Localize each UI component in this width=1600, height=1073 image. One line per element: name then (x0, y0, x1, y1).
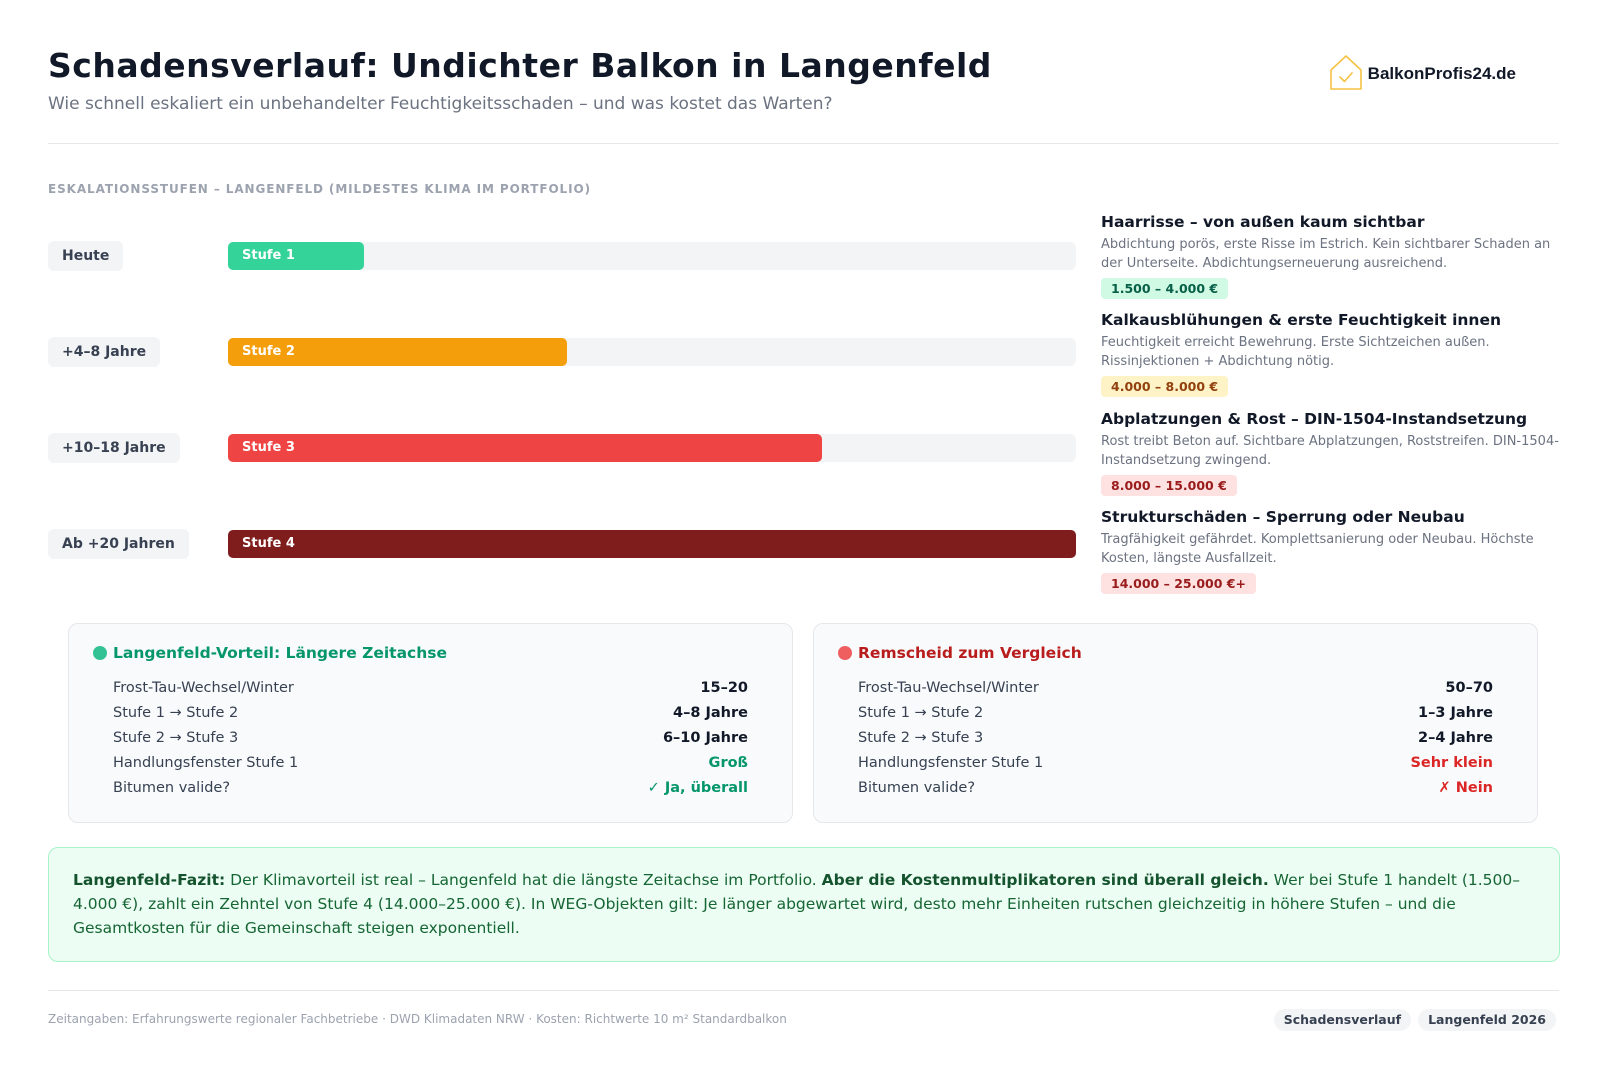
fazit-text: Der Klimavorteil ist real – Langenfeld h… (225, 871, 822, 889)
row-key: Stufe 2 → Stufe 3 (858, 730, 984, 746)
card-title: Langenfeld-Vorteil: Längere Zeitachse (93, 644, 447, 662)
row-value: 1–3 Jahre (1418, 705, 1493, 721)
row-key: Stufe 2 → Stufe 3 (113, 730, 239, 746)
stage-bar: Stufe 1 (228, 242, 364, 270)
row-value: 4–8 Jahre (673, 705, 748, 721)
row-key: Stufe 1 → Stufe 2 (113, 705, 239, 721)
row-value: ✗ Nein (1438, 780, 1493, 796)
row-key: Handlungsfenster Stufe 1 (113, 755, 299, 771)
comparison-row: Frost-Tau-Wechsel/Winter 50–70 (858, 676, 1493, 701)
page-title: Schadensverlauf: Undichter Balkon in Lan… (48, 46, 992, 85)
card-title: Remscheid zum Vergleich (838, 644, 1082, 662)
bar-track: Stufe 3 (228, 434, 1076, 462)
tag-schadensverlauf[interactable]: Schadensverlauf (1273, 1009, 1412, 1031)
footer-divider (48, 990, 1559, 991)
row-key: Handlungsfenster Stufe 1 (858, 755, 1044, 771)
comparison-card-remscheid: Remscheid zum Vergleich Frost-Tau-Wechse… (813, 623, 1538, 823)
stage-bar: Stufe 4 (228, 530, 1076, 558)
row-value: Groß (708, 755, 748, 771)
time-label: Heute (48, 241, 124, 271)
comparison-row: Bitumen valide? ✗ Nein (858, 776, 1493, 801)
cost-badge: 4.000 – 8.000 € (1101, 376, 1229, 397)
bar-track: Stufe 2 (228, 338, 1076, 366)
time-label: +10–18 Jahre (48, 433, 180, 463)
stage-title: Strukturschäden – Sperrung oder Neubau (1101, 508, 1465, 526)
row-value: 50–70 (1445, 680, 1493, 696)
row-key: Frost-Tau-Wechsel/Winter (858, 680, 1039, 696)
row-key: Frost-Tau-Wechsel/Winter (113, 680, 294, 696)
comparison-row: Handlungsfenster Stufe 1 Sehr klein (858, 751, 1493, 776)
row-key: Bitumen valide? (113, 780, 231, 796)
stage-description-2: Kalkausblühungen & erste Feuchtigkeit in… (1101, 311, 1561, 397)
comparison-row: Stufe 1 → Stufe 2 1–3 Jahre (858, 701, 1493, 726)
row-value: Sehr klein (1410, 755, 1493, 771)
circle-icon (838, 646, 852, 660)
comparison-row: Stufe 2 → Stufe 3 6–10 Jahre (113, 726, 748, 751)
card-rows: Frost-Tau-Wechsel/Winter 15–20 Stufe 1 → … (113, 676, 748, 801)
stage-title: Kalkausblühungen & erste Feuchtigkeit in… (1101, 311, 1502, 329)
stage-text: Abdichtung porös, erste Risse im Estrich… (1101, 237, 1551, 271)
bar-label: Stufe 4 (242, 536, 295, 551)
time-label: +4–8 Jahre (48, 337, 161, 367)
row-value: ✓ Ja, überall (647, 780, 748, 796)
bar-label: Stufe 1 (242, 248, 295, 263)
comparison-row: Bitumen valide? ✓ Ja, überall (113, 776, 748, 801)
fazit-text-2: Wer bei Stufe 1 handelt (1.500–4.000 €),… (73, 871, 1520, 937)
page-subtitle: Wie schnell eskaliert ein unbehandelter … (48, 94, 833, 114)
brand-logo[interactable]: BalkonProfis24.de (1328, 52, 1516, 96)
row-value: 6–10 Jahre (662, 730, 748, 746)
comparison-row: Handlungsfenster Stufe 1 Groß (113, 751, 748, 776)
fazit-lead: Langenfeld-Fazit: (73, 871, 226, 889)
stage-text: Rost treibt Beton auf. Sichtbare Abplatz… (1101, 434, 1559, 468)
stage-title: Abplatzungen & Rost – DIN-1504-Instandse… (1101, 410, 1528, 428)
row-key: Bitumen valide? (858, 780, 976, 796)
bar-track: Stufe 1 (228, 242, 1076, 270)
bar-label: Stufe 2 (242, 344, 295, 359)
row-value: 2–4 Jahre (1418, 730, 1493, 746)
stage-description-4: Strukturschäden – Sperrung oder Neubau T… (1101, 508, 1561, 594)
card-title-text: Remscheid zum Vergleich (858, 644, 1082, 662)
stage-description-1: Haarrisse – von außen kaum sichtbar Abdi… (1101, 213, 1561, 299)
comparison-row: Frost-Tau-Wechsel/Winter 15–20 (113, 676, 748, 701)
cost-badge: 8.000 – 15.000 € (1101, 475, 1237, 496)
circle-icon (93, 646, 107, 660)
time-label: Ab +20 Jahren (48, 529, 189, 559)
stage-text: Tragfähigkeit gefährdet. Komplettsanieru… (1101, 532, 1534, 566)
footer-note: Zeitangaben: Erfahrungswerte regionaler … (48, 1012, 787, 1026)
house-check-icon (1328, 52, 1364, 96)
bar-label: Stufe 3 (242, 440, 295, 455)
card-title-text: Langenfeld-Vorteil: Längere Zeitachse (113, 644, 447, 662)
logo-text: BalkonProfis24.de (1367, 64, 1516, 83)
fazit-emphasis: Aber die Kostenmultiplikatoren sind über… (821, 871, 1269, 889)
stage-bar: Stufe 3 (228, 434, 822, 462)
card-rows: Frost-Tau-Wechsel/Winter 50–70 Stufe 1 → … (858, 676, 1493, 801)
row-value: 15–20 (700, 680, 748, 696)
header-divider (48, 143, 1559, 144)
comparison-card-langenfeld: Langenfeld-Vorteil: Längere Zeitachse Fr… (68, 623, 793, 823)
section-label: ESKALATIONSSTUFEN – LANGENFELD (MILDESTE… (48, 182, 591, 196)
stage-bar: Stufe 2 (228, 338, 568, 366)
stage-text: Feuchtigkeit erreicht Bewehrung. Erste S… (1101, 335, 1490, 369)
fazit-box: Langenfeld-Fazit: Der Klimavorteil ist r… (48, 847, 1560, 962)
stage-description-3: Abplatzungen & Rost – DIN-1504-Instandse… (1101, 410, 1561, 496)
stage-title: Haarrisse – von außen kaum sichtbar (1101, 213, 1425, 231)
footer-tags: Schadensverlauf Langenfeld 2026 (1273, 1009, 1556, 1031)
bar-track: Stufe 4 (228, 530, 1076, 558)
cost-badge: 14.000 – 25.000 €+ (1101, 573, 1256, 594)
comparison-row: Stufe 1 → Stufe 2 4–8 Jahre (113, 701, 748, 726)
cost-badge: 1.500 – 4.000 € (1101, 278, 1229, 299)
row-key: Stufe 1 → Stufe 2 (858, 705, 984, 721)
tag-langenfeld-2026[interactable]: Langenfeld 2026 (1418, 1009, 1556, 1031)
comparison-row: Stufe 2 → Stufe 3 2–4 Jahre (858, 726, 1493, 751)
